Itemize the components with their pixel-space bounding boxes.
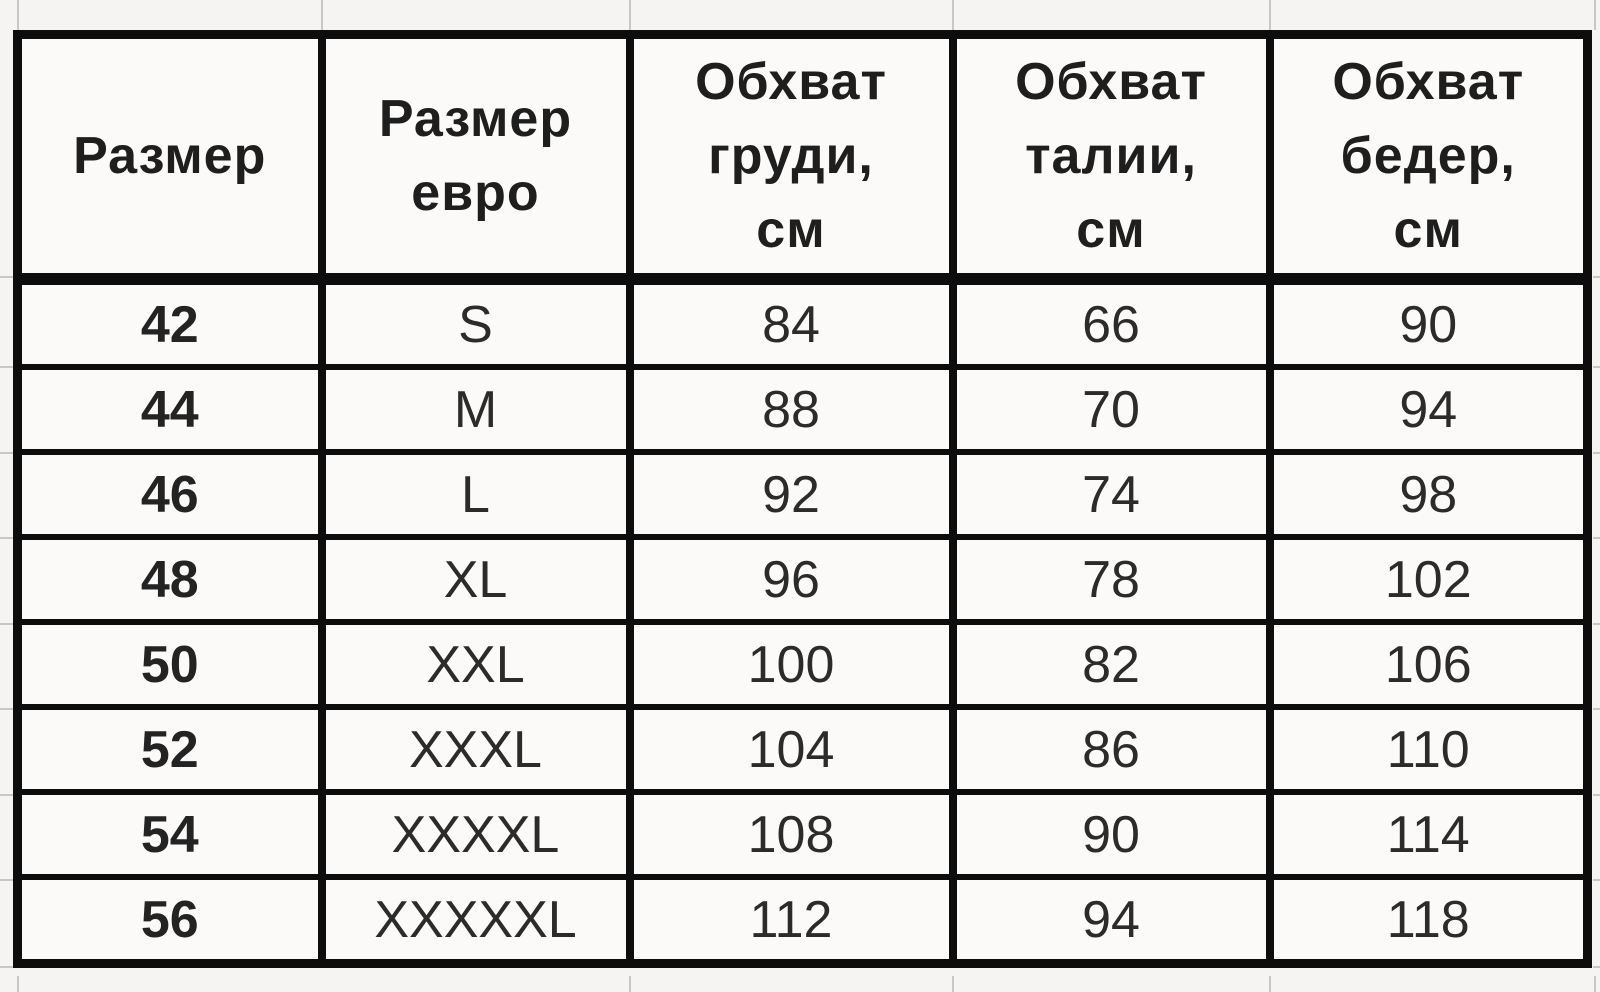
gridline [1593,794,1600,796]
cell-hips_cm[interactable]: 94 [1265,364,1592,455]
cell-hips_cm[interactable]: 106 [1265,619,1592,710]
gridline [0,366,13,368]
size-chart-table: Размер Размер евро Обхват груди, см Обхват … [13,30,1592,968]
cell-chest_cm[interactable]: 104 [625,704,957,795]
gridline [0,623,13,625]
cell-ru_size[interactable]: 44 [13,364,326,455]
column-header-hips_cm[interactable]: Обхват бедер, см [1265,31,1592,285]
cell-hips_cm[interactable]: 110 [1265,704,1592,795]
cell-ru_size[interactable]: 50 [13,619,326,710]
gridline [1269,0,1271,30]
cell-waist_cm[interactable]: 74 [948,449,1274,540]
cell-ru_size[interactable]: 54 [13,789,326,880]
cell-euro_size[interactable]: XL [317,534,634,625]
cell-waist_cm[interactable]: 82 [948,619,1274,710]
cell-euro_size[interactable]: XXXL [317,704,634,795]
cell-euro_size[interactable]: L [317,449,634,540]
gridline [0,276,13,278]
table-row: 46 L 92 74 98 [13,449,1592,540]
cell-euro_size[interactable]: XXXXL [317,789,634,880]
cell-hips_cm[interactable]: 98 [1265,449,1592,540]
cell-waist_cm[interactable]: 86 [948,704,1274,795]
cell-chest_cm[interactable]: 100 [625,619,957,710]
cell-hips_cm[interactable]: 90 [1265,276,1592,370]
cell-ru_size[interactable]: 42 [13,276,326,370]
cell-chest_cm[interactable]: 92 [625,449,957,540]
table-row: 50 XXL 100 82 106 [13,619,1592,710]
gridline [1593,966,1600,968]
gridline [1269,976,1271,992]
cell-hips_cm[interactable]: 102 [1265,534,1592,625]
gridline [629,976,631,992]
gridline [1594,976,1596,992]
cell-chest_cm[interactable]: 84 [625,276,957,370]
gridline [952,0,954,30]
cell-waist_cm[interactable]: 78 [948,534,1274,625]
cell-chest_cm[interactable]: 108 [625,789,957,880]
cell-waist_cm[interactable]: 90 [948,789,1274,880]
gridline [17,976,19,992]
cell-ru_size[interactable]: 46 [13,449,326,540]
gridline [1593,366,1600,368]
table-row: 54 XXXXL 108 90 114 [13,789,1592,880]
gridline [1593,623,1600,625]
gridline [0,452,13,454]
gridline [0,537,13,539]
table-row: 48 XL 96 78 102 [13,534,1592,625]
gridline [1593,708,1600,710]
gridline [1593,276,1600,278]
cell-ru_size[interactable]: 56 [13,874,326,967]
gridline [0,794,13,796]
cell-euro_size[interactable]: XXXXXL [317,874,634,967]
column-header-ru_size[interactable]: Размер [13,31,326,285]
cell-hips_cm[interactable]: 114 [1265,789,1592,880]
cell-ru_size[interactable]: 52 [13,704,326,795]
gridline [1593,879,1600,881]
gridline [321,0,323,30]
cell-euro_size[interactable]: XXL [317,619,634,710]
cell-waist_cm[interactable]: 94 [948,874,1274,967]
column-header-waist_cm[interactable]: Обхват талии, см [948,31,1274,285]
cell-hips_cm[interactable]: 118 [1265,874,1592,967]
column-header-euro_size[interactable]: Размер евро [317,31,634,285]
gridline [952,976,954,992]
gridline [17,0,19,30]
table-row: 44 M 88 70 94 [13,364,1592,455]
cell-euro_size[interactable]: M [317,364,634,455]
gridline [0,879,13,881]
gridline [0,966,13,968]
header-row: Размер Размер евро Обхват груди, см Обхват … [13,31,1592,285]
cell-ru_size[interactable]: 48 [13,534,326,625]
gridline [1594,0,1596,30]
cell-waist_cm[interactable]: 70 [948,364,1274,455]
cell-chest_cm[interactable]: 96 [625,534,957,625]
gridline [0,708,13,710]
gridline [629,0,631,30]
cell-chest_cm[interactable]: 88 [625,364,957,455]
table-row: 56 XXXXXL 112 94 118 [13,874,1592,967]
gridline [1593,537,1600,539]
cell-euro_size[interactable]: S [317,276,634,370]
cell-waist_cm[interactable]: 66 [948,276,1274,370]
gridline [1593,452,1600,454]
table-row: 42 S 84 66 90 [13,276,1592,370]
column-header-chest_cm[interactable]: Обхват груди, см [625,31,957,285]
table-row: 52 XXXL 104 86 110 [13,704,1592,795]
cell-chest_cm[interactable]: 112 [625,874,957,967]
